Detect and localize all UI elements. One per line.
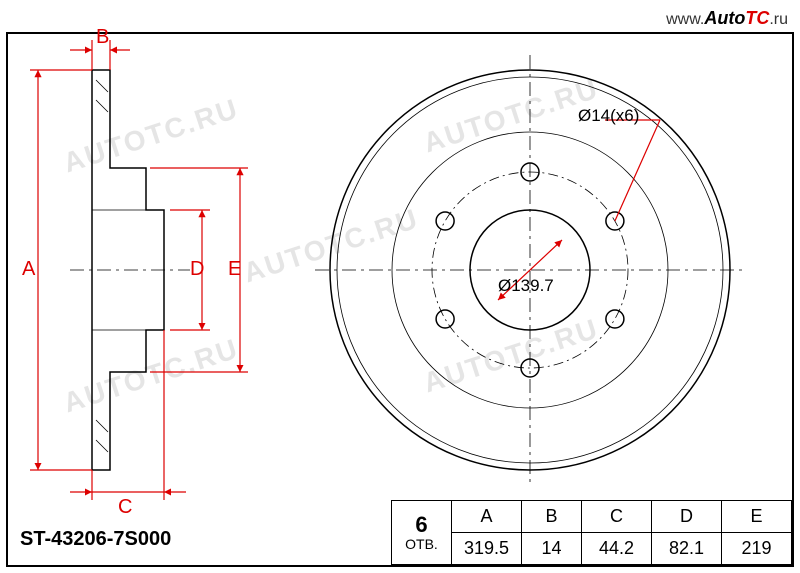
hole-count: 6 bbox=[392, 513, 451, 537]
dimension-table: 6 ОТВ. A B C D E 319.5 14 44.2 82.1 219 bbox=[391, 500, 792, 565]
dim-label-a: A bbox=[22, 258, 35, 281]
dim-label-d: D bbox=[190, 258, 204, 281]
dim-label-c: C bbox=[118, 496, 132, 519]
col-d: D bbox=[652, 501, 722, 533]
bolt-hole-annotation: Ø14(x6) bbox=[578, 106, 639, 126]
front-view bbox=[315, 55, 745, 485]
col-a: A bbox=[452, 501, 522, 533]
side-view bbox=[70, 70, 190, 470]
val-a: 319.5 bbox=[452, 533, 522, 565]
col-e: E bbox=[722, 501, 792, 533]
val-d: 82.1 bbox=[652, 533, 722, 565]
dimensions bbox=[30, 40, 248, 500]
hole-label: ОТВ. bbox=[392, 537, 451, 552]
val-c: 44.2 bbox=[582, 533, 652, 565]
bore-annotation: Ø139.7 bbox=[498, 276, 554, 296]
val-b: 14 bbox=[522, 533, 582, 565]
dim-label-b: B bbox=[96, 26, 109, 49]
col-b: B bbox=[522, 501, 582, 533]
part-number: ST-43206-7S000 bbox=[20, 528, 171, 551]
col-c: C bbox=[582, 501, 652, 533]
table-header-row: 6 ОТВ. A B C D E bbox=[392, 501, 792, 533]
technical-drawing bbox=[0, 0, 800, 573]
val-e: 219 bbox=[722, 533, 792, 565]
dim-label-e: E bbox=[228, 258, 241, 281]
table-data-row: 319.5 14 44.2 82.1 219 bbox=[392, 533, 792, 565]
